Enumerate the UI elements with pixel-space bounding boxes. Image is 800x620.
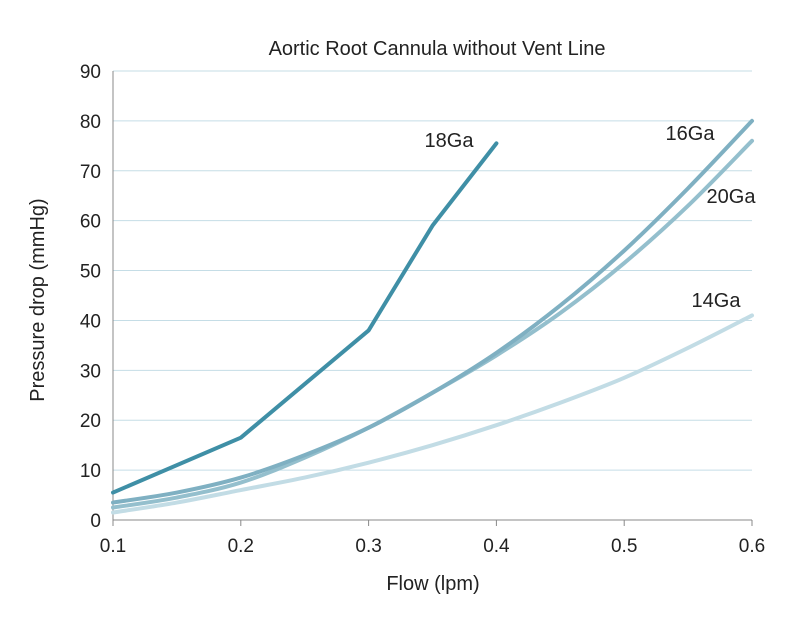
x-tick-label-0.5: 0.5 <box>611 536 637 557</box>
y-tick-label-10: 10 <box>80 461 101 482</box>
chart-title: Aortic Root Cannula without Vent Line <box>269 38 606 60</box>
y-tick-label-40: 40 <box>80 311 101 332</box>
series-labels: 18Ga 16Ga 20Ga 14Ga <box>425 123 757 312</box>
series-lines <box>111 118 754 515</box>
x-axis-label: Flow (lpm) <box>386 573 479 595</box>
x-tick-label-0.3: 0.3 <box>355 536 381 557</box>
series-label-14ga: 14Ga <box>692 290 742 312</box>
y-tick-label-50: 50 <box>80 262 101 283</box>
y-tick-label-60: 60 <box>80 212 101 233</box>
series-line-18ga <box>111 141 499 495</box>
series-label-16ga: 16Ga <box>666 123 716 145</box>
axes <box>112 71 753 526</box>
x-tick-label-0.4: 0.4 <box>483 536 510 557</box>
y-tick-label-80: 80 <box>80 112 101 133</box>
x-tick-labels: 0.1 0.2 0.3 0.4 0.5 0.6 <box>100 536 765 557</box>
y-tick-label-20: 20 <box>80 411 101 432</box>
x-tick-label-0.2: 0.2 <box>228 536 254 557</box>
series-label-18ga: 18Ga <box>425 130 475 152</box>
x-tick-label-0.6: 0.6 <box>739 536 765 557</box>
y-tick-label-30: 30 <box>80 361 101 382</box>
y-tick-label-90: 90 <box>80 62 101 83</box>
y-tick-label-0: 0 <box>90 511 101 532</box>
y-axis-label: Pressure drop (mmHg) <box>27 198 49 401</box>
series-label-20ga: 20Ga <box>707 186 757 208</box>
x-tick-label-0.1: 0.1 <box>100 536 126 557</box>
series-line-16ga <box>111 118 754 505</box>
gridlines <box>113 70 752 471</box>
series-line-14ga <box>111 313 754 515</box>
y-tick-labels: 0 10 20 30 40 50 60 70 80 90 <box>80 62 101 532</box>
y-tick-label-70: 70 <box>80 162 101 183</box>
